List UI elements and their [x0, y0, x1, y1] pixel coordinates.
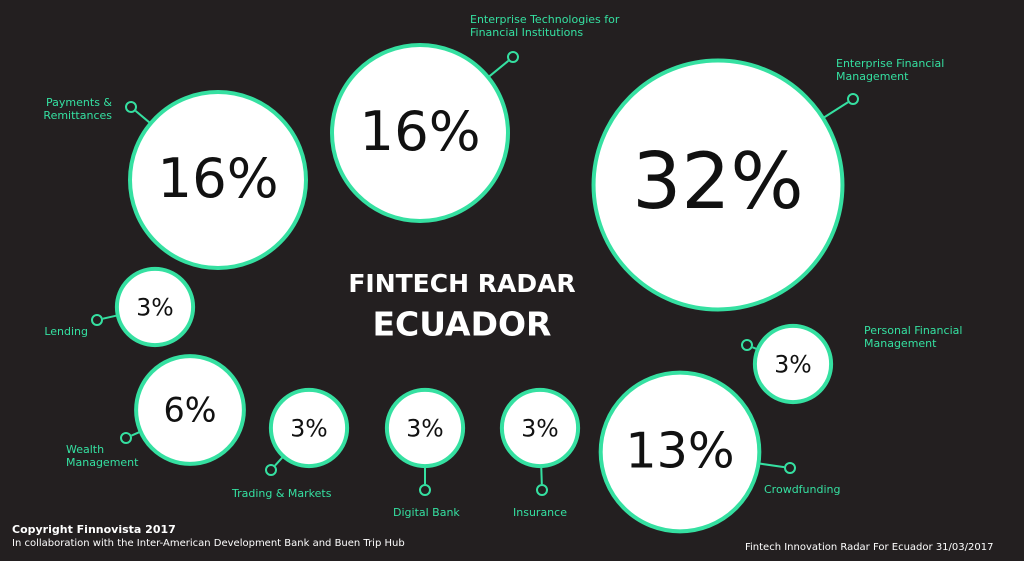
category-label: Wealth Management — [66, 443, 139, 469]
category-label: Enterprise Technologies for Financial In… — [470, 13, 620, 39]
bubble — [752, 323, 834, 405]
connector-dot — [536, 484, 548, 496]
copyright: Copyright Finnovista 2017 — [12, 523, 176, 536]
connector — [540, 466, 543, 485]
bubble — [384, 387, 466, 469]
connector — [758, 462, 785, 469]
connector-dot — [419, 484, 431, 496]
value-label: 16% — [157, 146, 278, 210]
category-label: Personal Financial Management — [864, 324, 963, 350]
bubble — [598, 370, 762, 534]
connector-dot — [784, 462, 796, 474]
category-label: Enterprise Financial Management — [836, 57, 945, 83]
connector-dot — [741, 339, 753, 351]
connector-dot — [265, 464, 277, 476]
source: Fintech Innovation Radar For Ecuador 31/… — [745, 542, 994, 553]
value-label: 3% — [136, 294, 173, 322]
connector — [487, 60, 509, 79]
bubble — [268, 387, 350, 469]
value-label: 3% — [290, 415, 327, 443]
connector — [102, 314, 119, 320]
bubble — [134, 354, 246, 466]
bubble — [128, 90, 308, 270]
category-label: Insurance — [513, 506, 567, 519]
connector — [134, 110, 152, 125]
bubble — [591, 58, 845, 312]
bubble — [499, 387, 581, 469]
connector-dot — [91, 314, 103, 326]
connector-dot — [120, 432, 132, 444]
connector-dot — [125, 101, 137, 113]
connector — [274, 455, 285, 467]
value-label: 32% — [632, 137, 803, 227]
bubble — [114, 266, 196, 348]
category-label: Lending — [44, 325, 88, 338]
value-label: 3% — [406, 415, 443, 443]
category-label: Payments & Remittances — [43, 96, 112, 122]
chart-subtitle: ECUADOR — [373, 305, 552, 344]
value-label: 3% — [521, 415, 558, 443]
connector — [822, 101, 849, 119]
value-label: 6% — [164, 391, 217, 430]
connector-dot — [847, 93, 859, 105]
collaboration: In collaboration with the Inter-American… — [12, 538, 405, 549]
category-label: Crowdfunding — [764, 483, 841, 496]
category-label: Digital Bank — [393, 506, 460, 519]
value-label: 13% — [625, 422, 734, 480]
connector-dot — [507, 51, 519, 63]
bubble — [330, 43, 510, 223]
category-label: Trading & Markets — [232, 487, 332, 500]
value-label: 16% — [359, 99, 480, 163]
chart-title: FINTECH RADAR — [348, 269, 575, 298]
value-label: 3% — [774, 351, 811, 379]
